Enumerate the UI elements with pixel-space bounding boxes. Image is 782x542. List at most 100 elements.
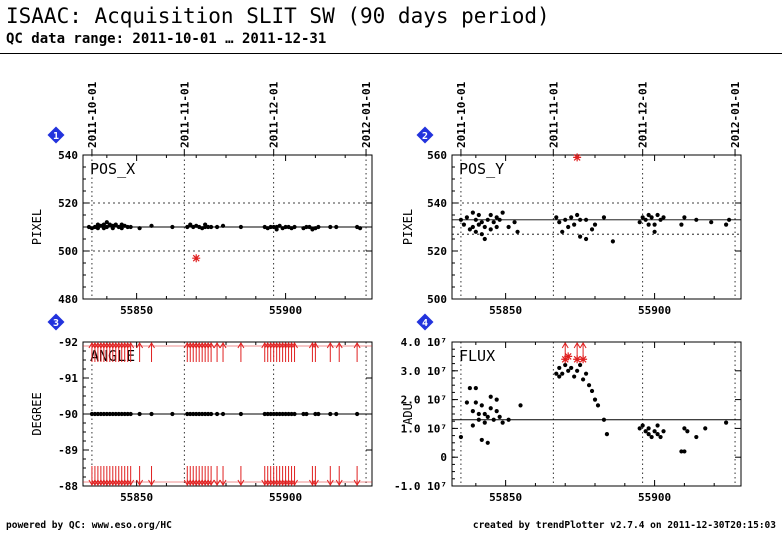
panel-label: FLUX [459, 347, 495, 365]
data-point [506, 224, 511, 230]
data-point [283, 224, 288, 230]
data-point [494, 215, 499, 220]
outlier-point [573, 153, 582, 162]
panel-badge-number: 2 [422, 131, 428, 142]
off-scale-arrow-head [88, 479, 96, 486]
data-point [679, 222, 684, 227]
off-scale-arrow-head [204, 479, 212, 486]
panel-badge-icon [416, 313, 434, 331]
off-scale-arrow-head [273, 479, 281, 486]
data-point [515, 229, 520, 234]
off-scale-arrow-head [219, 479, 227, 486]
off-scale-arrow-head [285, 479, 293, 486]
data-point [470, 423, 475, 428]
y-tick-label: 1.0 10⁷ [401, 422, 447, 435]
plot-frame [451, 341, 742, 487]
off-scale-arrow-head [270, 479, 278, 486]
data-point [655, 432, 660, 437]
data-point [482, 224, 487, 230]
data-point [277, 223, 282, 228]
off-scale-arrow-head [311, 342, 319, 349]
off-scale-arrow-head [270, 342, 278, 349]
x-tick-label: 55850 [120, 491, 153, 504]
data-point [661, 429, 666, 434]
data-point [238, 411, 244, 417]
data-point [640, 423, 645, 428]
y-tick-label: -90 [58, 408, 78, 421]
off-scale-arrow-head [124, 479, 132, 486]
data-point [200, 411, 205, 417]
data-point [470, 210, 475, 215]
x-tick-label: 55850 [489, 491, 522, 504]
y-tick-label: 4.0 10⁷ [401, 336, 447, 349]
off-scale-arrow-head [326, 479, 334, 486]
off-scale-arrow-head [291, 342, 298, 349]
data-point [170, 411, 175, 417]
data-point [334, 411, 339, 417]
off-scale-arrow-head [112, 479, 120, 486]
data-point [601, 215, 607, 220]
data-point [724, 222, 729, 227]
data-point [497, 217, 502, 222]
off-scale-arrow-head [207, 479, 215, 486]
data-point [485, 217, 490, 222]
off-scale-arrow-head [264, 342, 272, 349]
off-scale-arrow-head [189, 479, 197, 486]
off-scale-arrow-head [118, 479, 126, 486]
data-point [203, 411, 208, 417]
off-scale-arrow-head [183, 479, 191, 486]
outlier-point [573, 355, 582, 364]
data-point [464, 400, 469, 405]
data-point [682, 426, 687, 431]
y-axis-label: PIXEL [30, 209, 44, 245]
data-point [203, 222, 208, 227]
y-tick-label: 520 [427, 245, 447, 258]
y-axis-label: DEGREE [30, 392, 44, 435]
panel-badge-number: 4 [422, 318, 428, 329]
off-scale-arrow-head [335, 342, 343, 349]
off-scale-arrow-head [201, 342, 209, 349]
off-scale-arrow-head [183, 342, 191, 349]
data-point [652, 429, 657, 434]
data-point [113, 411, 118, 417]
data-point [98, 411, 103, 417]
panel-badge-number: 3 [53, 318, 59, 329]
data-point [637, 220, 642, 225]
data-point [89, 411, 95, 417]
data-point [292, 224, 297, 230]
off-scale-arrow-head [103, 479, 111, 486]
data-point [682, 215, 687, 220]
data-point [592, 222, 598, 227]
off-scale-arrow-head [106, 479, 114, 486]
off-scale-arrow-head [109, 479, 117, 486]
data-point [655, 212, 660, 218]
data-point [220, 411, 226, 417]
off-scale-arrow-head [186, 342, 194, 349]
x-tick-label: 55850 [120, 304, 153, 317]
off-scale-arrow-head [311, 479, 319, 486]
footer-powered-by: powered by QC: www.eso.org/HC [6, 520, 172, 531]
data-point [101, 411, 106, 417]
data-point [649, 434, 654, 440]
data-point [709, 220, 714, 225]
data-point [355, 411, 360, 417]
off-scale-arrow-head [326, 342, 334, 349]
data-point [191, 411, 196, 417]
data-point [107, 411, 112, 417]
data-point [128, 411, 133, 417]
panel-badge-number: 1 [53, 131, 59, 142]
data-point [494, 224, 499, 230]
data-point [271, 224, 276, 230]
data-point [646, 426, 651, 431]
data-point [209, 411, 214, 417]
y-tick-label: 500 [58, 245, 78, 258]
off-scale-arrow-head [148, 479, 155, 486]
data-point [125, 411, 130, 417]
data-point [214, 224, 220, 230]
date-label: 2011-10-01 [86, 81, 99, 148]
off-scale-arrow-head [198, 342, 206, 349]
data-point [482, 411, 487, 417]
data-point [488, 406, 493, 411]
panel-badge-icon [416, 126, 434, 144]
data-point [470, 409, 475, 414]
